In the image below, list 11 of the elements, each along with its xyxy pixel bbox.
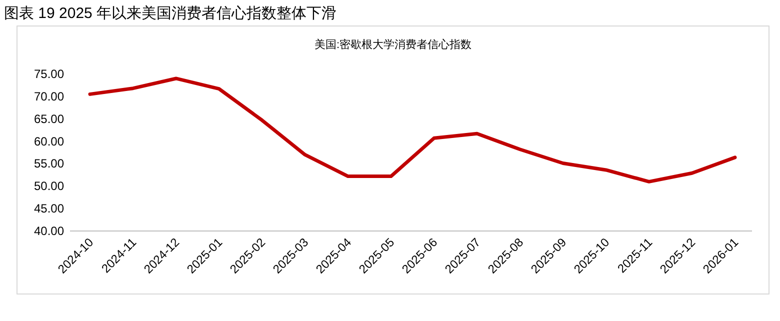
y-tick-label: 75.00 bbox=[34, 67, 64, 81]
y-tick-label: 40.00 bbox=[34, 224, 64, 238]
y-tick-label: 55.00 bbox=[34, 156, 64, 171]
chart-subtitle: 美国:密歇根大学消费者信心指数 bbox=[314, 38, 472, 51]
y-tick-label: 60.00 bbox=[34, 134, 64, 148]
y-tick-label: 70.00 bbox=[34, 89, 64, 104]
y-tick-label: 50.00 bbox=[34, 179, 64, 194]
y-tick-label: 45.00 bbox=[34, 202, 64, 216]
chart-title: 图表 19 2025 年以来美国消费者信心指数整体下滑 bbox=[4, 5, 337, 22]
y-tick-label: 65.00 bbox=[34, 112, 64, 126]
line-series bbox=[88, 76, 737, 184]
